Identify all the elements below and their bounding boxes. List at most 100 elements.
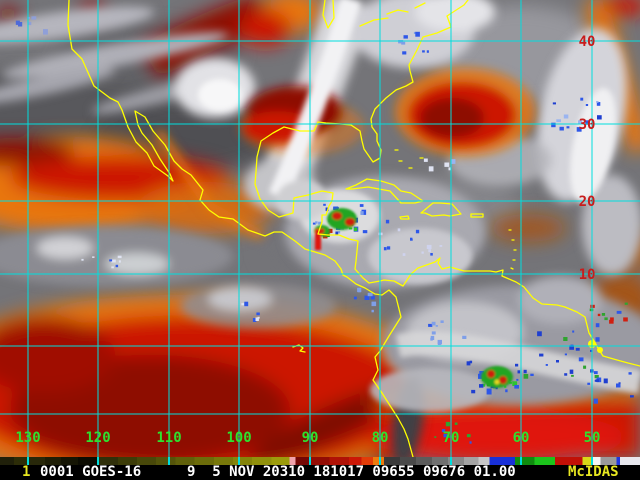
convective-speck	[312, 222, 316, 225]
convective-speck	[575, 347, 580, 351]
convective-speck	[115, 264, 119, 268]
convective-speck	[545, 364, 548, 366]
convective-speck	[590, 304, 595, 308]
convective-speck	[481, 383, 486, 387]
convective-speck	[515, 363, 519, 367]
convective-speck	[566, 126, 570, 129]
lon-label: 100	[226, 430, 251, 446]
convective-speck	[601, 313, 606, 316]
convective-speck	[578, 357, 584, 362]
convective-speck	[587, 382, 591, 385]
satellite-map-canvas: 130 120 110 100 90 80 70 60 50 40 30 20 10	[0, 0, 640, 457]
convective-speck	[628, 372, 632, 375]
convective-speck	[244, 301, 249, 307]
colorbar-tick	[450, 457, 452, 465]
convective-speck	[523, 374, 529, 379]
coast-caribbean-south-america	[307, 190, 640, 367]
dry-region-layer	[0, 0, 640, 457]
convective-speck	[81, 258, 84, 261]
convective-speck	[469, 360, 473, 364]
colorbar-tick	[520, 457, 522, 465]
convective-speck	[256, 312, 260, 316]
convective-speck	[360, 211, 364, 215]
colorbar-tick	[591, 457, 593, 465]
convective-speck	[385, 219, 390, 224]
convective-speck	[593, 398, 598, 404]
convective-speck	[423, 158, 428, 162]
convective-speck	[569, 345, 574, 350]
dry-core-layer	[153, 68, 535, 241]
convective-speck	[336, 207, 339, 209]
convective-speck	[466, 434, 471, 438]
convective-speck	[610, 317, 614, 321]
colorbar-tick	[309, 457, 311, 465]
convective-speck	[383, 247, 387, 251]
convective-speck	[252, 318, 257, 322]
convective-speck	[564, 353, 567, 356]
convective-speck	[422, 50, 425, 53]
convective-speck	[556, 119, 561, 123]
convective-speck	[609, 319, 614, 324]
convective-speck	[367, 292, 373, 297]
convective-speck	[451, 159, 456, 164]
convective-speck	[444, 162, 450, 167]
convective-speck	[504, 385, 507, 388]
convective-speck	[466, 361, 471, 366]
convective-speck	[338, 231, 341, 234]
convective-speck	[401, 41, 406, 45]
convective-speck	[430, 253, 433, 256]
lon-label: 110	[156, 430, 181, 446]
coast-puerto-rico	[470, 213, 484, 218]
convective-speck	[428, 166, 434, 172]
convective-speck	[630, 395, 634, 398]
convective-speck	[437, 339, 442, 345]
convective-speck	[441, 429, 446, 433]
convective-speck	[537, 331, 542, 337]
convective-speck	[616, 310, 622, 314]
coast-north-america-west	[67, 0, 414, 457]
convective-speck	[604, 317, 608, 321]
convective-speck	[364, 295, 370, 300]
convective-speck	[580, 97, 584, 101]
convective-speck	[428, 323, 433, 327]
convective-speck	[353, 227, 358, 232]
convective-speck	[328, 228, 333, 233]
convective-speck	[111, 266, 114, 269]
latlon-grid	[0, 0, 640, 457]
geo-labels: 130 120 110 100 90 80 70 60 50 40 30 20 10	[15, 34, 600, 446]
lon-label: 80	[372, 430, 389, 446]
convective-speck	[241, 303, 244, 306]
convective-speck	[27, 17, 30, 19]
convective-speck	[335, 231, 339, 235]
sensor-id: 0001 GOES-16	[40, 464, 142, 480]
convective-speck	[426, 50, 429, 53]
convective-speck	[348, 227, 353, 230]
convective-speck	[361, 209, 367, 215]
convective-speck	[593, 371, 598, 375]
convective-speck	[514, 385, 519, 389]
convective-speck	[359, 204, 364, 207]
convective-speck	[478, 373, 483, 379]
convective-speck	[603, 378, 608, 384]
convective-speck	[597, 115, 602, 120]
lat-label: 20	[579, 194, 596, 210]
convective-speck	[323, 203, 326, 206]
convective-speck	[445, 421, 450, 427]
convective-speck	[516, 378, 519, 381]
convective-speck	[437, 342, 441, 345]
convective-speck	[415, 229, 420, 234]
convective-speck	[454, 422, 458, 425]
convective-speck	[551, 122, 556, 128]
convective-speck	[439, 245, 443, 247]
lon-label: 60	[513, 430, 530, 446]
convective-speck	[333, 206, 339, 211]
status-text-row: 1 0001 GOES-16 9 5 NOV 20310 181017 0965…	[0, 465, 640, 480]
convective-speck	[448, 167, 452, 171]
convective-speck	[403, 35, 408, 39]
coast-lesser-antilles	[508, 229, 517, 270]
convective-speck	[370, 295, 375, 300]
convective-speck	[578, 120, 583, 124]
lon-label: 120	[85, 430, 110, 446]
lon-label: 50	[584, 430, 601, 446]
